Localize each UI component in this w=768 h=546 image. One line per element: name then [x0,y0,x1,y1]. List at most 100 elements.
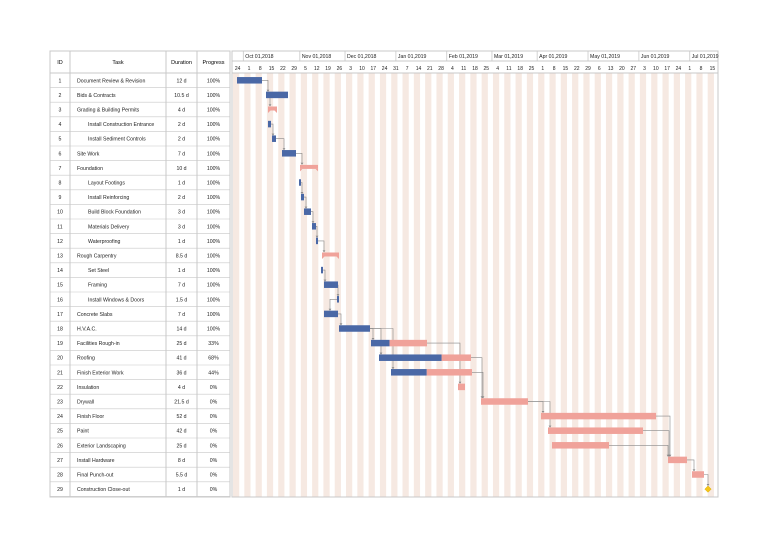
task-progress: 100% [207,195,221,201]
month-label: Oct 01,2018 [245,54,273,60]
header-duration: Duration [171,60,192,66]
day-label: 21 [427,66,433,72]
task-bars [237,77,712,493]
task-duration: 42 d [176,429,186,435]
task-name: Construction Close-out [77,487,130,493]
task-name: Install Hardware [77,458,115,464]
day-label: 25 [529,66,535,72]
task-name: Rough Carpentry [77,254,117,260]
task-progress: 100% [207,108,221,114]
task-progress: 0% [210,458,218,464]
progress-bar [272,135,276,142]
day-label: 19 [325,66,331,72]
task-progress: 0% [210,385,218,391]
task-id: 15 [57,283,63,289]
task-progress: 100% [207,268,221,274]
progress-bar [324,310,338,318]
task-progress: 0% [210,487,218,493]
task-progress: 100% [207,254,221,260]
task-duration: 21.5 d [174,400,189,406]
task-progress: 100% [207,327,221,333]
task-name: Set Steel [88,268,109,274]
month-label: Apr 01,2019 [539,54,567,60]
month-label: Jan 01,2019 [398,54,427,60]
task-id: 12 [57,239,63,245]
task-progress: 100% [207,181,221,187]
task-name: Waterproofing [88,239,121,245]
day-label: 1 [541,66,544,72]
header-task: Task [112,60,124,66]
progress-bar [316,237,318,245]
task-progress: 44% [208,370,219,376]
day-label: 15 [269,66,275,72]
day-label: 15 [710,66,716,72]
task-progress: 100% [207,224,221,230]
task-duration: 4 d [178,108,185,114]
remaining-bar [481,398,528,405]
day-label: 28 [438,66,444,72]
day-label: 1 [248,66,251,72]
day-label: 3 [643,66,646,72]
task-name: Grading & Building Permits [77,108,140,114]
task-name: Finish Floor [77,414,104,420]
task-name: Site Work [77,151,100,157]
task-progress: 0% [210,400,218,406]
day-label: 7 [406,66,409,72]
task-duration: 2 d [178,137,185,143]
task-id: 10 [57,210,63,216]
day-label: 18 [517,66,523,72]
task-name: Install Reinforcing [88,195,129,201]
task-progress: 100% [207,283,221,289]
task-progress: 0% [210,473,218,479]
remaining-bar [458,383,465,391]
remaining-bar [426,369,472,376]
task-id: 18 [57,327,63,333]
day-label: 8 [259,66,262,72]
task-name: Paint [77,429,89,435]
day-label: 18 [472,66,478,72]
day-label: 5 [304,66,307,72]
task-progress: 100% [207,297,221,303]
task-duration: 12 d [176,78,186,84]
task-progress: 100% [207,93,221,99]
task-id: 11 [57,224,62,230]
remaining-bar [552,442,609,449]
day-label: 1 [688,66,691,72]
remaining-bar [668,456,687,464]
month-label: Mar 01,2019 [494,54,523,60]
day-label: 22 [574,66,580,72]
task-name: Install Windows & Doors [88,297,145,303]
task-duration: 7 d [178,283,185,289]
task-id: 19 [57,341,63,347]
task-id: 9 [59,195,62,201]
task-progress: 100% [207,210,221,216]
progress-bar [301,193,304,201]
day-label: 24 [676,66,682,72]
summary-bar [268,106,277,111]
task-duration: 1 d [178,239,185,245]
task-id: 25 [57,429,63,435]
day-label: 25 [484,66,490,72]
task-id: 23 [57,400,63,406]
day-label: 4 [496,66,499,72]
month-label: May 01,2019 [590,54,620,60]
task-progress: 100% [207,166,221,172]
progress-bar [266,91,288,99]
day-header: 24 1 8 15 22 29 5 12 19 26 3 10 17 24 31 7 14 21 28 4 11 18 25… [235,66,715,72]
task-name: Install Construction Entrance [88,122,154,128]
table-rows: 1 Document Review & Revision 12 d 100%2 Bids… [50,78,230,497]
progress-bar [237,77,262,84]
day-label: 11 [461,66,466,72]
header-progress: Progress [202,60,224,66]
task-duration: 4 d [178,385,185,391]
task-duration: 41 d [176,356,186,362]
progress-bar [282,150,296,157]
day-label: 22 [280,66,286,72]
milestone-marker [704,485,712,493]
task-id: 26 [57,443,63,449]
task-name: Document Review & Revision [77,78,145,84]
timeline: Oct 01,2018 Nov 01,2018 Dec 01,2018 Jan 01,… [231,50,719,498]
remaining-bar [441,354,471,361]
day-label: 27 [630,66,636,72]
